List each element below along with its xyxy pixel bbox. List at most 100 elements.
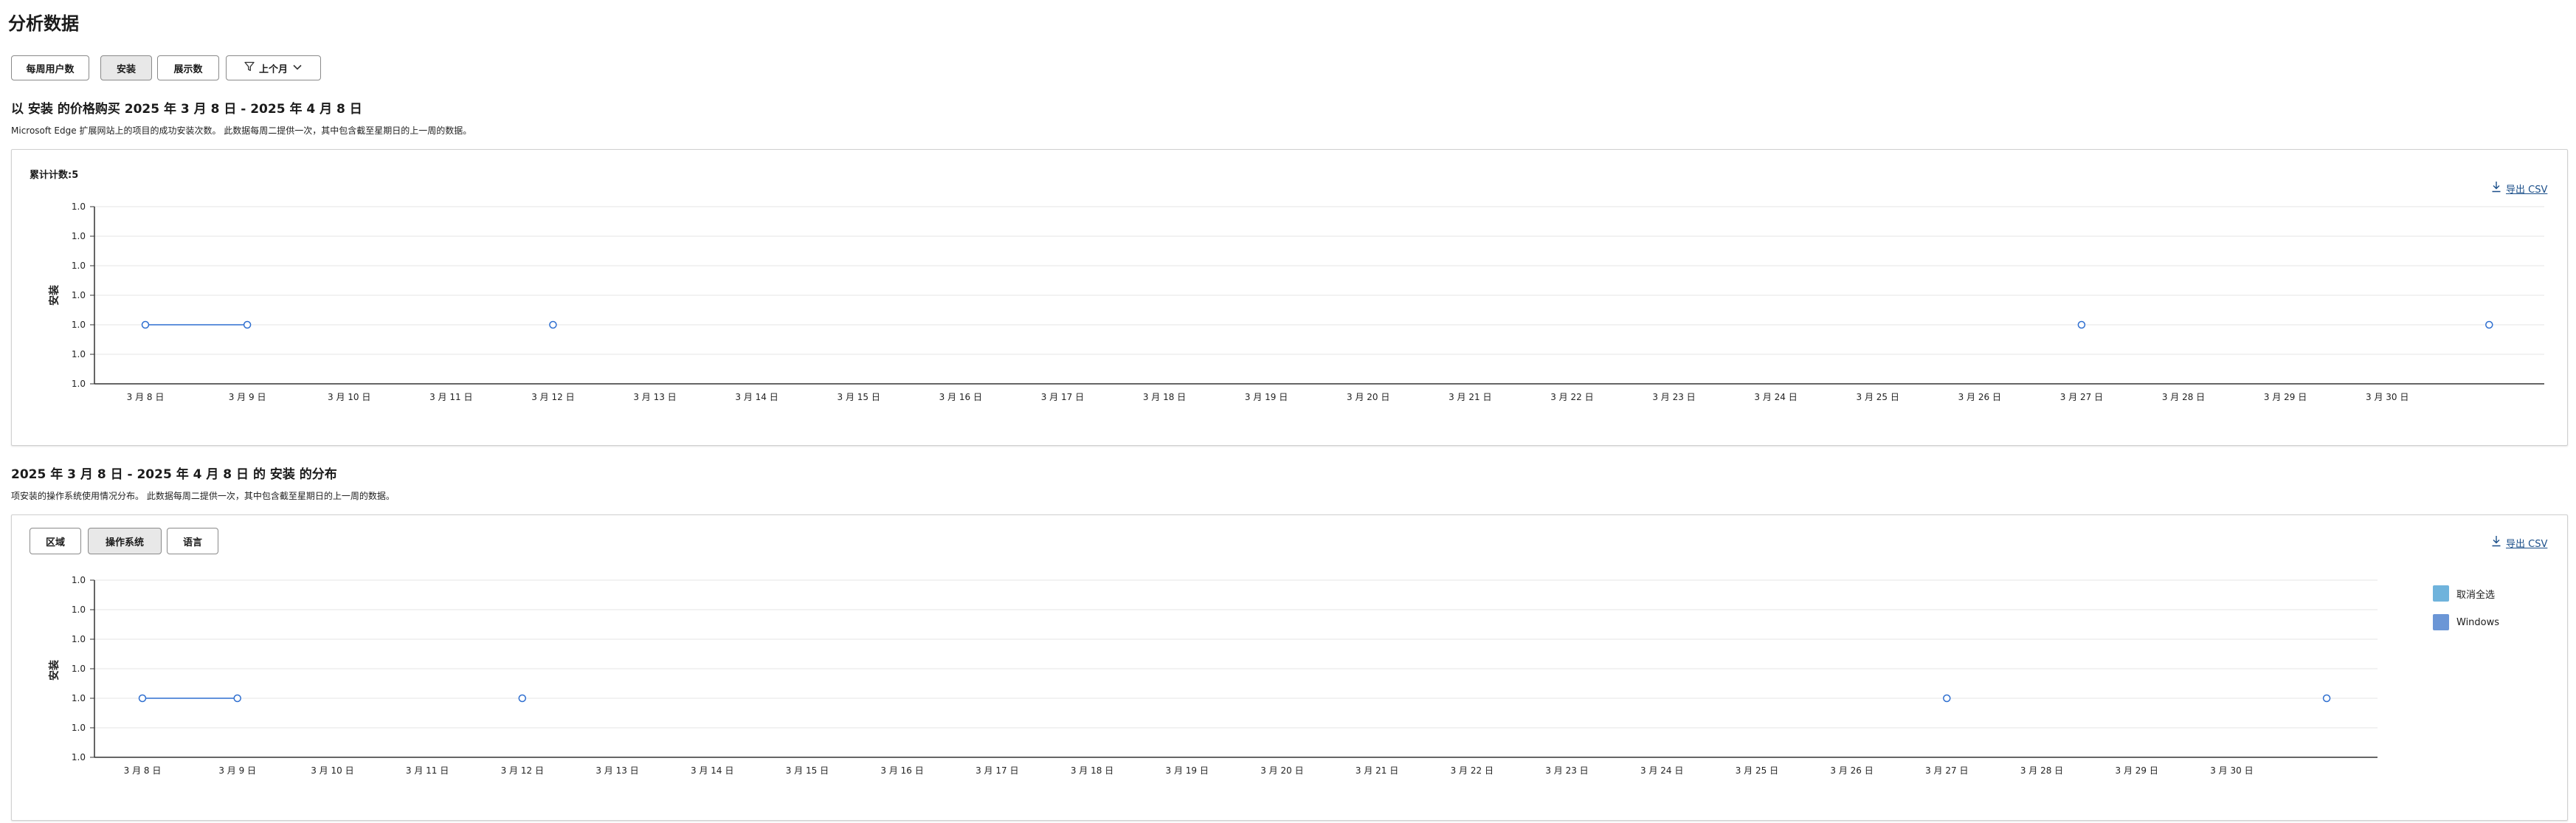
y-tick-label: 1.0 bbox=[72, 575, 86, 585]
export-csv-link[interactable]: 导出 CSV bbox=[2491, 181, 2547, 196]
date-filter-label: 上个月 bbox=[258, 63, 288, 75]
y-axis-label: 安装 bbox=[48, 284, 61, 306]
x-tick-label: 3 月 28 日 bbox=[2020, 765, 2063, 776]
data-point bbox=[549, 320, 557, 329]
x-tick-label: 3 月 28 日 bbox=[2162, 392, 2205, 402]
x-tick-label: 3 月 15 日 bbox=[786, 765, 829, 776]
tab-language[interactable]: 语言 bbox=[167, 528, 218, 554]
y-tick-label: 1.0 bbox=[72, 379, 86, 389]
distribution-chart-panel: 区域 操作系统 语言 导出 CSV 取消全选 Windows 1.0 1.0 1.0… bbox=[11, 514, 2568, 821]
x-tick-label: 3 月 17 日 bbox=[976, 765, 1018, 776]
x-tick-label: 3 月 17 日 bbox=[1041, 392, 1084, 402]
export-csv-label: 导出 CSV bbox=[2506, 184, 2548, 196]
data-point bbox=[2077, 320, 2086, 329]
x-tick-label: 3 月 15 日 bbox=[838, 392, 880, 402]
data-point bbox=[141, 320, 150, 329]
x-tick-label: 3 月 12 日 bbox=[501, 765, 544, 776]
download-icon bbox=[2491, 181, 2501, 196]
total-count: 累计计数:5 bbox=[30, 170, 79, 181]
download-icon bbox=[2491, 535, 2501, 550]
x-tick-label: 3 月 25 日 bbox=[1736, 765, 1778, 776]
chevron-down-icon bbox=[292, 63, 303, 74]
x-tick-label: 3 月 19 日 bbox=[1245, 392, 1288, 402]
x-tick-label: 3 月 30 日 bbox=[2366, 392, 2408, 402]
x-tick-label: 3 月 12 日 bbox=[531, 392, 574, 402]
x-tick-label: 3 月 24 日 bbox=[1754, 392, 1797, 402]
data-point bbox=[243, 320, 252, 329]
x-tick-label: 3 月 29 日 bbox=[2116, 765, 2158, 776]
x-tick-label: 3 月 27 日 bbox=[2060, 392, 2103, 402]
x-tick-label: 3 月 20 日 bbox=[1260, 765, 1303, 776]
y-tick-label: 1.0 bbox=[72, 693, 86, 703]
filter-icon bbox=[244, 61, 255, 75]
x-tick-label: 3 月 11 日 bbox=[429, 392, 472, 402]
data-point bbox=[2485, 320, 2493, 329]
export-csv-label: 导出 CSV bbox=[2506, 538, 2548, 550]
x-tick-label: 3 月 30 日 bbox=[2210, 765, 2253, 776]
x-tick-label: 3 月 14 日 bbox=[735, 392, 778, 402]
y-tick-label: 1.0 bbox=[72, 320, 86, 330]
tab-region[interactable]: 区域 bbox=[30, 528, 81, 554]
legend-swatch bbox=[2433, 614, 2449, 630]
y-tick-label: 1.0 bbox=[72, 752, 86, 762]
x-tick-label: 3 月 18 日 bbox=[1143, 392, 1186, 402]
x-tick-label: 3 月 16 日 bbox=[880, 765, 923, 776]
installs-chart-panel: 累计计数:5 导出 CSV 1.0 1.0 1.0 1.0 1.0 1.0 1.0 安装 3 月… bbox=[11, 149, 2568, 446]
y-tick-label: 1.0 bbox=[72, 231, 86, 241]
page-title: 分析数据 bbox=[8, 13, 79, 34]
legend-windows[interactable]: Windows bbox=[2433, 614, 2499, 630]
x-tick-label: 3 月 22 日 bbox=[1550, 392, 1593, 402]
y-tick-label: 1.0 bbox=[72, 261, 86, 271]
impressions-button[interactable]: 展示数 bbox=[157, 55, 219, 80]
y-tick-label: 1.0 bbox=[72, 202, 86, 212]
data-point bbox=[1943, 694, 1951, 703]
legend-label: Windows bbox=[2456, 616, 2500, 628]
x-tick-label: 3 月 21 日 bbox=[1448, 392, 1491, 402]
x-tick-label: 3 月 11 日 bbox=[406, 765, 449, 776]
x-tick-label: 3 月 25 日 bbox=[1857, 392, 1899, 402]
y-axis-label: 安装 bbox=[48, 659, 61, 681]
x-tick-label: 3 月 27 日 bbox=[1925, 765, 1968, 776]
section2-title: 2025 年 3 月 8 日 - 2025 年 4 月 8 日 的 安装 的分布 bbox=[11, 467, 337, 482]
x-tick-label: 3 月 18 日 bbox=[1071, 765, 1113, 776]
x-tick-label: 3 月 29 日 bbox=[2264, 392, 2307, 402]
x-tick-label: 3 月 10 日 bbox=[311, 765, 353, 776]
date-filter-dropdown[interactable]: 上个月 bbox=[226, 55, 321, 80]
os-distribution-line-chart: 1.0 1.0 1.0 1.0 1.0 1.0 1.0 安装 3 月 8 日 3 月 9 日 3 月… bbox=[48, 575, 2378, 776]
x-tick-label: 3 月 23 日 bbox=[1545, 765, 1588, 776]
tab-operating-system[interactable]: 操作系统 bbox=[88, 528, 162, 554]
x-tick-label: 3 月 9 日 bbox=[218, 765, 256, 776]
x-tick-label: 3 月 16 日 bbox=[939, 392, 982, 402]
y-tick-label: 1.0 bbox=[72, 723, 86, 733]
weekly-users-button[interactable]: 每周用户数 bbox=[11, 55, 89, 80]
y-tick-label: 1.0 bbox=[72, 605, 86, 615]
data-point bbox=[233, 694, 241, 703]
installs-line-chart: 1.0 1.0 1.0 1.0 1.0 1.0 1.0 安装 3 月 8 日 3 月 9 日 3 月… bbox=[48, 202, 2544, 402]
x-tick-label: 3 月 26 日 bbox=[1958, 392, 2001, 402]
export-csv-link-2[interactable]: 导出 CSV bbox=[2491, 535, 2547, 550]
y-tick-label: 1.0 bbox=[72, 349, 86, 359]
x-tick-label: 3 月 13 日 bbox=[595, 765, 638, 776]
x-tick-label: 3 月 20 日 bbox=[1347, 392, 1389, 402]
x-tick-label: 3 月 14 日 bbox=[691, 765, 733, 776]
x-tick-label: 3 月 8 日 bbox=[124, 765, 162, 776]
section1-title: 以 安装 的价格购买 2025 年 3 月 8 日 - 2025 年 4 月 8… bbox=[11, 102, 362, 117]
x-tick-label: 3 月 26 日 bbox=[1830, 765, 1873, 776]
x-tick-label: 3 月 22 日 bbox=[1451, 765, 1494, 776]
legend-label: 取消全选 bbox=[2456, 589, 2496, 601]
legend-swatch bbox=[2433, 585, 2449, 602]
x-tick-label: 3 月 23 日 bbox=[1652, 392, 1695, 402]
y-tick-label: 1.0 bbox=[72, 290, 86, 300]
x-tick-label: 3 月 13 日 bbox=[633, 392, 676, 402]
y-tick-label: 1.0 bbox=[72, 664, 86, 674]
x-tick-label: 3 月 21 日 bbox=[1356, 765, 1398, 776]
legend-deselect-all[interactable]: 取消全选 bbox=[2433, 585, 2495, 602]
data-point bbox=[2322, 694, 2331, 703]
x-tick-label: 3 月 10 日 bbox=[328, 392, 370, 402]
installs-button[interactable]: 安装 bbox=[100, 55, 152, 80]
x-tick-label: 3 月 19 日 bbox=[1166, 765, 1209, 776]
data-point bbox=[518, 694, 527, 703]
y-tick-label: 1.0 bbox=[72, 634, 86, 644]
data-point bbox=[138, 694, 147, 703]
section2-description: 项安装的操作系统使用情况分布。 此数据每周二提供一次，其中包含截至星期日的上一周… bbox=[11, 491, 395, 501]
